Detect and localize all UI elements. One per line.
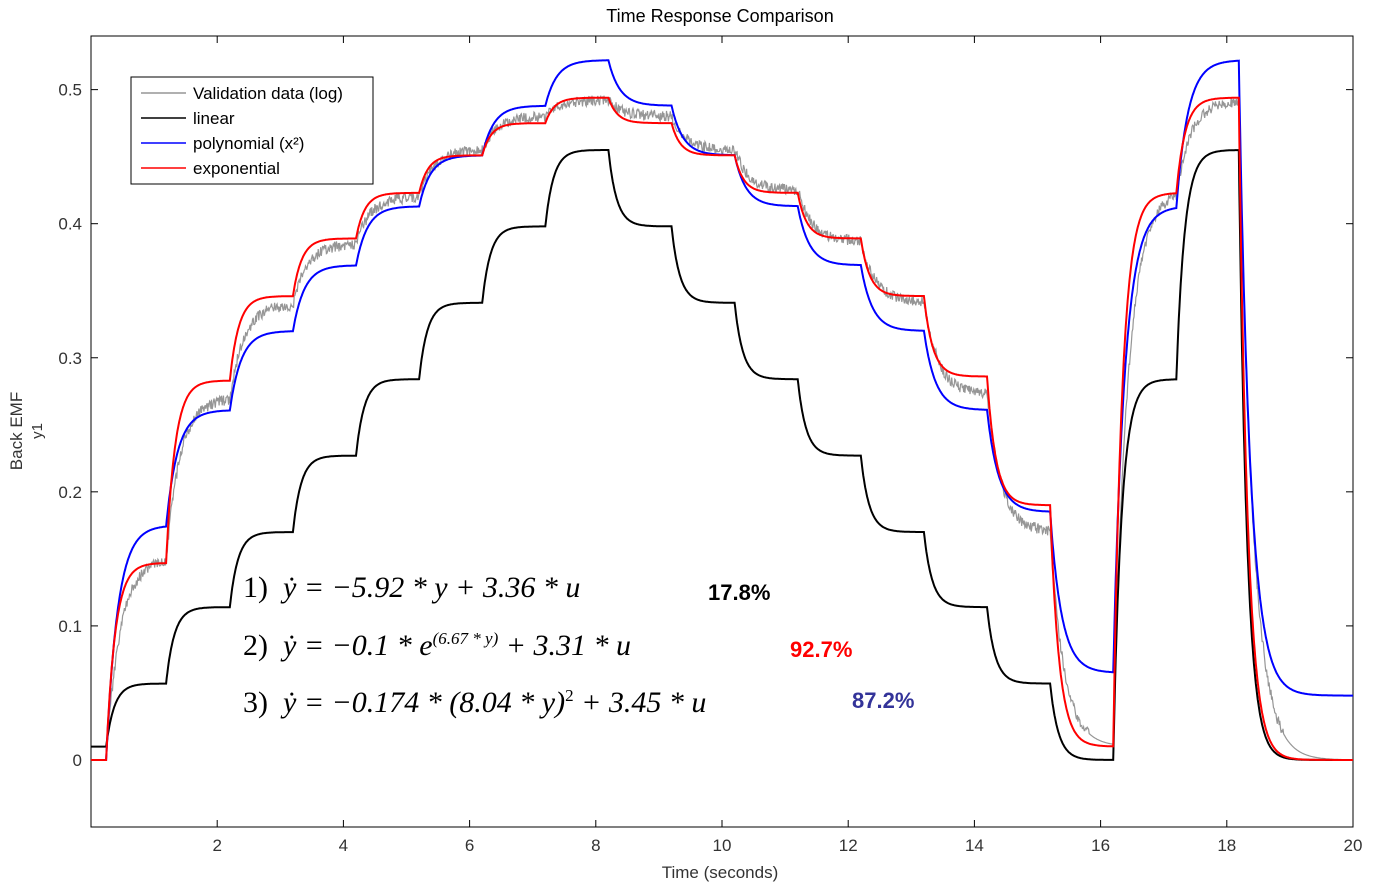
y-tick-label: 0 <box>73 751 82 770</box>
x-tick-label: 4 <box>339 836 348 855</box>
legend-label-linear: linear <box>193 109 235 128</box>
fit-linear-value: 17.8% <box>708 580 770 605</box>
fit-exponential: 92.7% <box>790 639 852 661</box>
equation-2-exponent: (6.67 * y) <box>433 629 499 648</box>
y-axis-sublabel: y1 <box>29 423 46 439</box>
x-tick-label: 12 <box>839 836 858 855</box>
x-tick-label: 10 <box>713 836 732 855</box>
time-response-chart: Time Response Comparison 2 4 6 8 10 12 14 16 18 2… <box>0 0 1376 883</box>
equation-3-prefix: 3) <box>243 686 268 719</box>
chart-title: Time Response Comparison <box>606 6 833 26</box>
y-tick-label: 0.3 <box>58 349 82 368</box>
legend-label-polynomial: polynomial (x²) <box>193 134 304 153</box>
x-tick-label: 6 <box>465 836 474 855</box>
x-tick-label: 20 <box>1344 836 1363 855</box>
equation-2-body: ẏ = −0.1 * e <box>283 629 433 662</box>
equation-2-prefix: 2) <box>243 629 268 662</box>
legend-label-validation: Validation data (log) <box>193 84 343 103</box>
legend: Validation data (log) linear polynomial … <box>131 77 373 184</box>
equation-3-exponent: 2 <box>565 686 574 705</box>
x-axis-label: Time (seconds) <box>662 863 779 882</box>
equation-3-body: ẏ = −0.174 * (8.04 * y) <box>283 686 565 719</box>
fit-exponential-value: 92.7% <box>790 637 852 662</box>
fit-polynomial: 87.2% <box>852 690 914 712</box>
fit-polynomial-value: 87.2% <box>852 688 914 713</box>
fit-linear: 17.8% <box>708 582 770 604</box>
equation-2-tail: + 3.31 * u <box>506 629 631 662</box>
y-tick-label: 0.5 <box>58 81 82 100</box>
x-tick-label: 14 <box>965 836 984 855</box>
equation-2: 2) ẏ = −0.1 * e(6.67 * y) + 3.31 * u <box>243 630 631 661</box>
y-tick-label: 0.1 <box>58 617 82 636</box>
y-tick-label: 0.4 <box>58 215 82 234</box>
equation-3: 3) ẏ = −0.174 * (8.04 * y)2 + 3.45 * u <box>243 687 706 718</box>
equation-1: 1) ẏ = −5.92 * y + 3.36 * u <box>243 573 580 603</box>
equation-3-tail: + 3.45 * u <box>581 686 706 719</box>
legend-label-exponential: exponential <box>193 159 280 178</box>
equation-1-body: ẏ = −5.92 * y + 3.36 * u <box>283 571 580 604</box>
x-tick-label: 2 <box>212 836 221 855</box>
equation-1-prefix: 1) <box>243 571 268 604</box>
x-tick-label: 8 <box>591 836 600 855</box>
y-axis-label: Back EMF <box>7 392 26 470</box>
y-tick-label: 0.2 <box>58 483 82 502</box>
x-tick-label: 16 <box>1091 836 1110 855</box>
x-tick-label: 18 <box>1217 836 1236 855</box>
